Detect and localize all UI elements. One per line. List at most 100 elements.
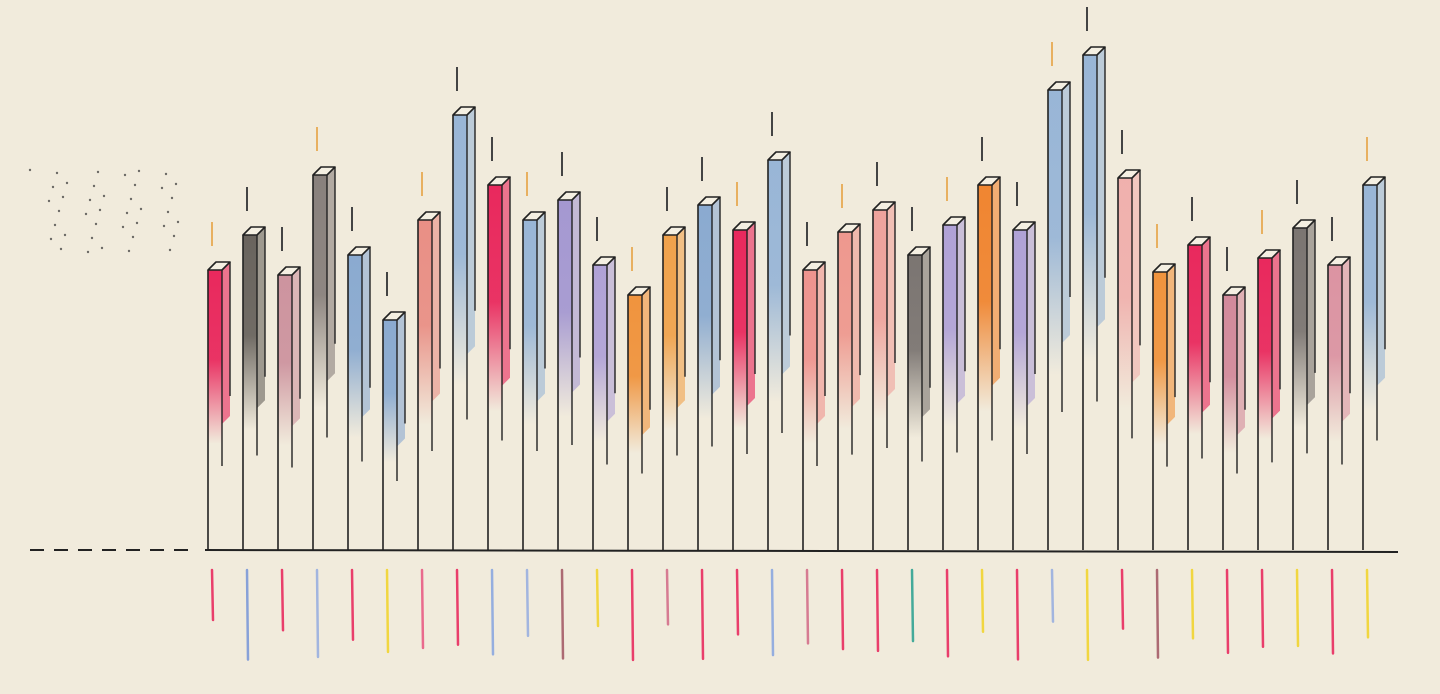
bar-side [572, 192, 580, 393]
bar [418, 220, 432, 550]
bar-side [992, 177, 1000, 386]
bar-side [327, 167, 335, 382]
bar [348, 255, 362, 550]
pencil-stroke [735, 568, 740, 636]
bar-side [1132, 170, 1140, 383]
pencil-stroke [770, 568, 775, 657]
bar [1293, 228, 1307, 550]
pencil-stroke [665, 568, 670, 626]
scribble [92, 184, 96, 188]
bar-side [397, 312, 405, 447]
bar [1013, 230, 1027, 550]
pencil-stroke [875, 568, 880, 653]
bar-side [222, 262, 230, 424]
pencil-stroke [245, 568, 250, 661]
bar-side [712, 197, 720, 395]
scribble [65, 181, 69, 185]
bar-side [1272, 250, 1280, 419]
pencil-stroke [315, 568, 320, 659]
pencil-stroke [1190, 568, 1195, 640]
pencil-stroke [455, 568, 460, 646]
scribble [129, 197, 133, 201]
bar-side [782, 152, 790, 375]
bar [1118, 178, 1132, 550]
bar [943, 225, 957, 550]
bar [523, 220, 537, 550]
scribble [135, 221, 139, 225]
scribble [127, 249, 131, 253]
pencil-stroke [630, 568, 635, 662]
pencil-stroke [1365, 568, 1370, 639]
pencil-stroke [980, 568, 985, 634]
bar [208, 270, 222, 550]
scribble [164, 172, 168, 176]
pencil-stroke [560, 568, 565, 660]
bar-side [292, 267, 300, 427]
bar-side [922, 247, 930, 418]
scribble [166, 210, 170, 214]
scribble [84, 212, 88, 216]
bar-side [537, 212, 545, 402]
bar-side [677, 227, 685, 409]
scribble [59, 247, 63, 251]
bar [383, 320, 397, 550]
scribble [121, 225, 125, 229]
bar [1328, 265, 1342, 550]
bar [243, 235, 257, 550]
bar-side [817, 262, 825, 424]
pencil-stroke [1295, 568, 1300, 648]
bar [803, 270, 817, 550]
bar [488, 185, 502, 550]
bar-side [362, 247, 370, 418]
scribble [125, 211, 129, 215]
scribble [49, 237, 53, 241]
bar [978, 185, 992, 550]
bar [278, 275, 292, 550]
bar [1188, 245, 1202, 550]
bar [838, 232, 852, 550]
scribble [98, 208, 102, 212]
scribble [160, 186, 164, 190]
scribble [174, 182, 178, 186]
scribble [133, 183, 137, 187]
bar-side [747, 222, 755, 406]
bar-side [1027, 222, 1035, 406]
bar-side [887, 202, 895, 397]
scribble [96, 170, 100, 174]
bar [1083, 55, 1097, 550]
pencil-stroke [595, 568, 600, 628]
bar-side [1062, 82, 1070, 343]
pencil-stroke [1120, 568, 1125, 630]
scribble [86, 250, 90, 254]
scribble [90, 236, 94, 240]
pencil-stroke [700, 568, 705, 661]
bar-side [502, 177, 510, 386]
pencil-stroke [385, 568, 390, 654]
bar [593, 265, 607, 550]
pencil-stroke [490, 568, 495, 656]
pencil-stroke [280, 568, 285, 632]
bar-side [432, 212, 440, 402]
bar [453, 115, 467, 550]
scribble [100, 246, 104, 250]
bar [908, 255, 922, 550]
bar-side [467, 107, 475, 355]
baseline [204, 549, 1399, 553]
scribble [88, 198, 92, 202]
scribble [170, 196, 174, 200]
scribble [102, 194, 106, 198]
bar-side [257, 227, 265, 409]
scribble [55, 171, 59, 175]
pencil-stroke [350, 568, 355, 642]
pencil-stroke [1330, 568, 1335, 655]
pencil-stroke [420, 568, 425, 650]
bar [1048, 90, 1062, 550]
scribble [139, 207, 143, 211]
bar [698, 205, 712, 550]
bar-side [607, 257, 615, 422]
bar-side [1307, 220, 1315, 406]
bar [1363, 185, 1377, 550]
pencil-stroke [1050, 568, 1055, 623]
pencil-stroke [525, 568, 530, 638]
